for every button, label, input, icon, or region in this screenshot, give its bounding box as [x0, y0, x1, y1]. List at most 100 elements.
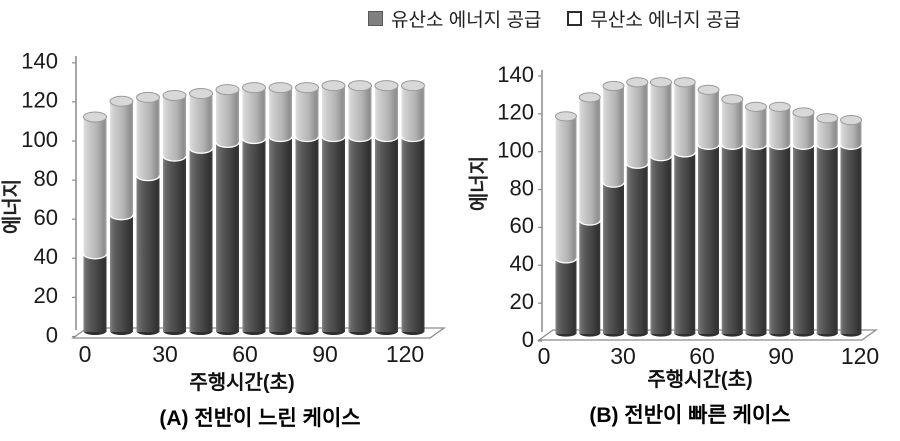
anaerobic-segment: [698, 89, 719, 145]
y-axis-title-b: 에너지: [468, 155, 491, 212]
bar-50: [673, 77, 696, 337]
aerobic-segment: [110, 214, 133, 332]
cylinder-top-cap: [162, 89, 187, 101]
legend-item-anaerobic: 무산소 에너지 공급: [567, 5, 741, 32]
y-tick-label: 120: [497, 100, 534, 125]
x-tick-label: 0: [79, 341, 92, 367]
aerobic-segment: [401, 136, 425, 332]
x-tick-label: 120: [841, 343, 879, 369]
anaerobic-segment: [189, 93, 213, 149]
aerobic-segment: [242, 138, 266, 332]
anaerobic-segment: [242, 87, 266, 139]
bar-20: [135, 91, 161, 335]
cylinder-top-cap: [650, 77, 672, 88]
aerobic-segment: [269, 136, 292, 332]
aerobic-segment: [579, 220, 601, 334]
y-tick-label: 80: [510, 175, 534, 200]
bar-90: [768, 101, 791, 337]
aerobic-segment: [136, 175, 160, 332]
legend-item-aerobic: 유산소 에너지 공급: [368, 5, 541, 32]
cylinder-top-cap: [215, 84, 240, 96]
cylinder-top-cap: [321, 80, 346, 92]
x-tick-label: 0: [538, 343, 551, 369]
bar-100: [347, 80, 373, 335]
cylinder-top-cap: [816, 113, 839, 124]
cylinder-top-cap: [578, 92, 601, 103]
y-tick-label: 140: [21, 49, 58, 74]
bar-50: [215, 84, 240, 335]
anaerobic-segment: [745, 106, 767, 145]
bar-80: [744, 101, 768, 337]
anaerobic-segment: [555, 116, 577, 259]
anaerobic-segment: [375, 85, 398, 137]
x-tick-label: 60: [232, 341, 258, 367]
bar-70: [268, 82, 293, 335]
bar-120: [839, 114, 863, 337]
aerobic-segment: [674, 152, 696, 334]
bar-10: [109, 95, 134, 335]
aerobic-segment: [189, 148, 213, 332]
x-axis-title-b: 주행시간(초): [647, 369, 753, 391]
bar-60: [241, 82, 267, 335]
bar-100: [792, 107, 815, 337]
anaerobic-segment: [674, 82, 696, 153]
aerobic-segment: [295, 136, 319, 332]
aerobic-segment: [163, 156, 186, 332]
x-tick-label: 90: [768, 343, 794, 369]
y-tick-label: 60: [34, 205, 58, 230]
bar-60: [697, 84, 720, 337]
y-axis-title-a: 에너지: [1, 178, 24, 235]
cylinder-top-cap: [189, 87, 213, 99]
caption-chart-b: (B) 전반이 빠른 케이스: [589, 404, 791, 427]
bar-20: [602, 80, 625, 337]
cylinder-top-cap: [83, 111, 107, 123]
aerobic-segment: [745, 144, 767, 334]
chart-a-plot: 0 20 40 60 80 100 120 140 0 30 60 90 120: [21, 49, 447, 367]
anaerobic-segment: [269, 87, 292, 137]
cylinder-top-cap: [242, 82, 266, 94]
y-tick-label: 20: [34, 283, 58, 308]
cylinder-top-cap: [555, 111, 577, 122]
aerobic-segment: [769, 144, 791, 334]
anaerobic-segment: [348, 85, 372, 137]
cylinder-top-cap: [697, 84, 720, 95]
aerobic-segment: [603, 182, 624, 334]
aerobic-segment: [698, 144, 719, 334]
aerobic-segment: [322, 136, 345, 332]
caption-chart-a: (A) 전반이 느린 케이스: [159, 407, 361, 430]
y-tick-label: 60: [510, 213, 534, 238]
bar-120: [400, 80, 426, 335]
x-tick-label: 30: [610, 343, 636, 369]
aerobic-segment: [216, 142, 239, 332]
anaerobic-segment: [579, 97, 601, 221]
anaerobic-segment: [769, 106, 791, 145]
bar-0: [82, 111, 108, 335]
cylinder-top-cap: [401, 80, 425, 92]
cylinder-top-cap: [626, 77, 649, 88]
bar-0: [554, 111, 578, 337]
aerobic-segment: [650, 156, 672, 334]
x-tick-label: 90: [312, 341, 338, 367]
aerobic-segment: [626, 163, 648, 334]
bar-30: [626, 77, 649, 337]
anaerobic-segment: [401, 85, 425, 137]
cylinder-top-cap: [792, 107, 815, 118]
cylinder-top-cap: [721, 94, 744, 105]
cylinder-top-cap: [374, 80, 399, 92]
anaerobic-segment: [603, 86, 624, 183]
y-tick-label: 0: [46, 322, 58, 347]
x-axis-title-a: 주행시간(초): [189, 372, 295, 394]
anaerobic-segment: [322, 85, 345, 137]
x-tick-label: 60: [689, 343, 715, 369]
aerobic-segment: [348, 136, 372, 332]
bar-30: [162, 89, 187, 335]
cylinder-top-cap: [268, 82, 293, 94]
filled-square-icon: [368, 11, 383, 26]
anaerobic-segment: [136, 97, 160, 176]
y-tick-label: 20: [510, 289, 534, 314]
anaerobic-segment: [626, 82, 648, 164]
cylinder-top-cap: [295, 82, 319, 94]
y-tick-label: 100: [21, 127, 58, 152]
bar-70: [721, 94, 744, 337]
y-tick-label: 140: [497, 62, 534, 87]
